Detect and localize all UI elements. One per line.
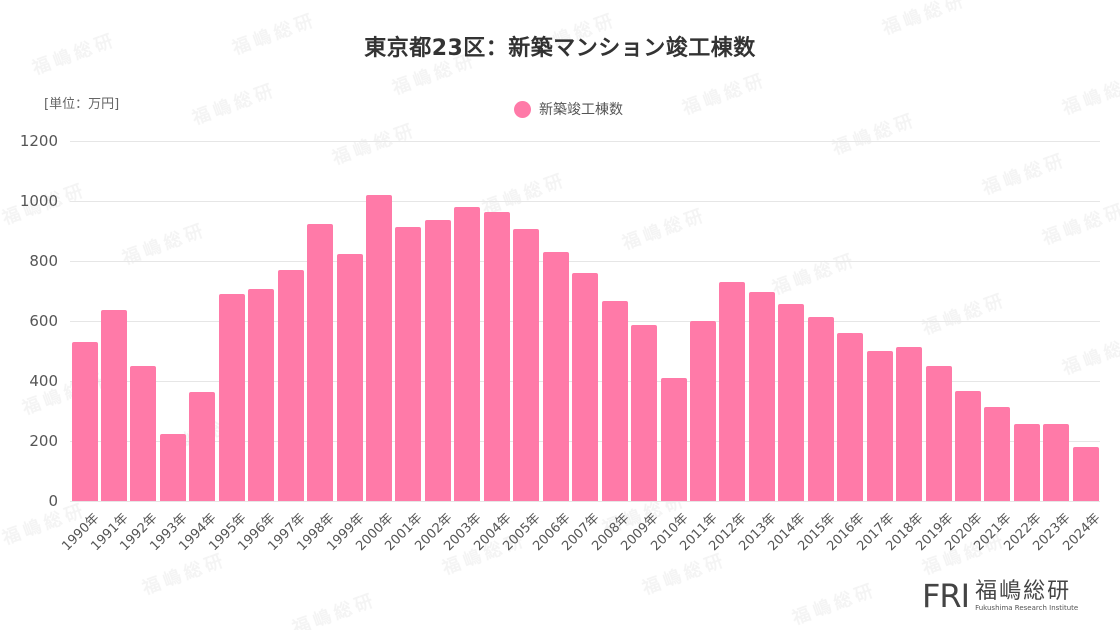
bar[interactable]	[572, 272, 599, 501]
bar[interactable]	[807, 317, 834, 501]
logo-mark: FRI	[922, 577, 970, 615]
y-tick-label: 0	[48, 492, 58, 510]
bar[interactable]	[159, 434, 186, 501]
logo-name-en: Fukushima Research Institute	[975, 604, 1079, 612]
gridline	[70, 261, 1100, 262]
bar[interactable]	[513, 228, 540, 501]
bar[interactable]	[1043, 423, 1070, 501]
y-tick-label: 600	[29, 312, 58, 330]
bar[interactable]	[748, 291, 775, 501]
bar[interactable]	[660, 378, 687, 501]
legend-label: 新築竣工棟数	[539, 102, 623, 118]
bar[interactable]	[689, 320, 716, 501]
bar[interactable]	[424, 220, 451, 501]
bar[interactable]	[71, 342, 98, 501]
bar[interactable]	[189, 392, 216, 501]
y-tick-label: 400	[29, 372, 58, 390]
bar[interactable]	[248, 288, 275, 501]
bar[interactable]	[925, 365, 952, 501]
gridline	[70, 201, 1100, 202]
gridline	[70, 141, 1100, 142]
bar[interactable]	[218, 294, 245, 501]
bar[interactable]	[395, 227, 422, 501]
legend: 新築竣工棟数	[514, 99, 623, 119]
bar[interactable]	[837, 333, 864, 501]
bar[interactable]	[955, 391, 981, 501]
bar[interactable]	[778, 303, 805, 501]
y-tick-label: 200	[29, 432, 58, 450]
bar[interactable]	[336, 254, 363, 501]
bar[interactable]	[1013, 424, 1040, 501]
y-tick-label: 800	[29, 252, 58, 270]
bar[interactable]	[984, 407, 1011, 501]
gridline	[70, 501, 1100, 502]
bar[interactable]	[307, 223, 334, 501]
bar[interactable]	[1072, 447, 1099, 501]
bar[interactable]	[896, 346, 923, 501]
bar[interactable]	[366, 195, 392, 501]
bar[interactable]	[130, 366, 157, 501]
bar[interactable]	[100, 310, 127, 501]
bar[interactable]	[277, 269, 304, 501]
bar[interactable]	[631, 324, 658, 501]
bar[interactable]	[483, 211, 510, 501]
logo: FRI 福嶋総研 Fukushima Research Institute	[922, 580, 1078, 613]
bar[interactable]	[866, 351, 893, 501]
bar[interactable]	[542, 252, 569, 501]
y-tick-label: 1200	[19, 132, 58, 150]
y-tick-label: 1000	[19, 192, 58, 210]
legend-dot-icon	[514, 100, 531, 118]
chart-title: 東京都23区：新築マンション竣工棟数	[364, 36, 756, 61]
bar[interactable]	[601, 301, 628, 501]
bar[interactable]	[454, 206, 481, 501]
logo-name-jp: 福嶋総研	[975, 579, 1072, 604]
bar[interactable]	[719, 282, 746, 501]
unit-label: [単位：万円]	[44, 97, 120, 112]
